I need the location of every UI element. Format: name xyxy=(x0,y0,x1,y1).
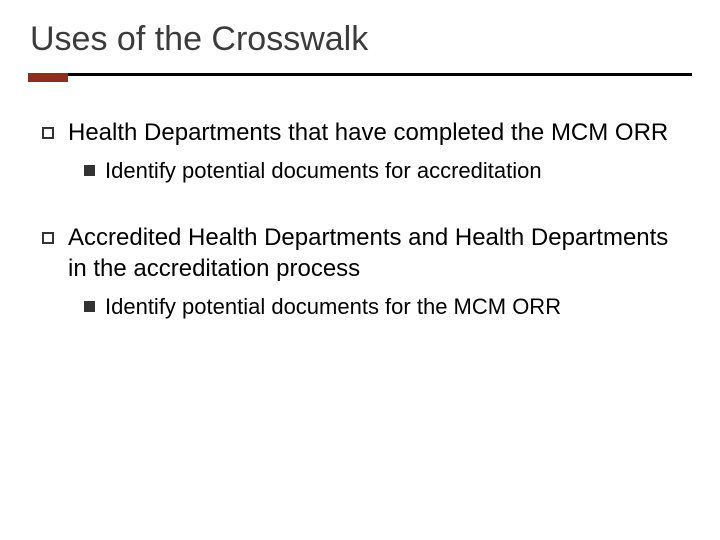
rule-line xyxy=(68,73,692,76)
list-item: Accredited Health Departments and Health… xyxy=(42,223,686,284)
list-subitem-text: Identify potential documents for accredi… xyxy=(105,157,542,186)
list-subitem: Identify potential documents for the MCM… xyxy=(84,293,686,322)
list-item-text: Accredited Health Departments and Health… xyxy=(68,223,686,284)
content-body: Health Departments that have completed t… xyxy=(28,118,692,321)
title-rule xyxy=(28,73,692,82)
list-item-text: Health Departments that have completed t… xyxy=(68,118,668,149)
slide: Uses of the Crosswalk Health Departments… xyxy=(0,0,720,540)
list-item: Health Departments that have completed t… xyxy=(42,118,686,149)
list-subitem: Identify potential documents for accredi… xyxy=(84,157,686,186)
square-filled-bullet-icon xyxy=(84,165,95,176)
square-filled-bullet-icon xyxy=(84,301,95,312)
slide-title: Uses of the Crosswalk xyxy=(30,20,692,59)
list-subitem-text: Identify potential documents for the MCM… xyxy=(105,293,561,322)
rule-accent xyxy=(28,73,68,82)
square-bullet-icon xyxy=(42,232,54,244)
square-bullet-icon xyxy=(42,127,54,139)
